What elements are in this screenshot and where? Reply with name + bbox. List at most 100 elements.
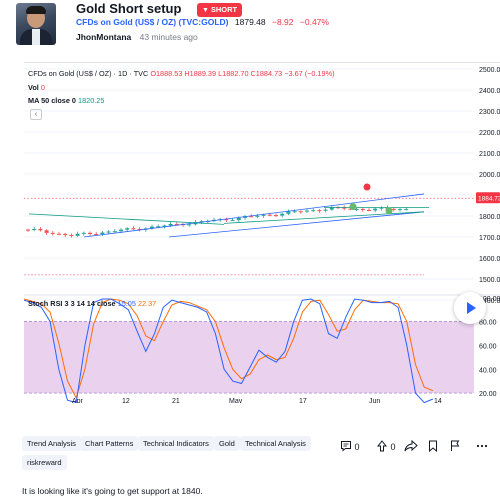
stoch-pane bbox=[24, 294, 500, 403]
author-name[interactable]: JhonMontana bbox=[76, 32, 132, 42]
bookmark-icon bbox=[429, 440, 437, 453]
tag-technical-analysis[interactable]: Technical Analysis bbox=[240, 436, 311, 451]
candle-body bbox=[50, 232, 55, 234]
candles bbox=[26, 205, 409, 238]
comments-button[interactable]: 0 bbox=[340, 440, 360, 452]
symbol-change-pct: −0.47% bbox=[299, 17, 329, 27]
candle-body bbox=[255, 215, 260, 217]
candle-body bbox=[88, 232, 92, 234]
stoch-axis-label: 20.00 bbox=[479, 391, 497, 398]
share-icon bbox=[404, 439, 418, 452]
idea-description: It is looking like it's going to get sup… bbox=[22, 486, 203, 496]
candle-body bbox=[379, 207, 384, 209]
candle-body bbox=[311, 210, 316, 212]
legend-symbol: CFDs on Gold (US$ / OZ) · 1D · TVC bbox=[28, 69, 149, 78]
sell-marker bbox=[363, 183, 371, 191]
time-axis-label: Jun bbox=[369, 398, 380, 403]
candle-body bbox=[174, 223, 179, 225]
trendline-upper bbox=[83, 193, 425, 238]
stoch-axis-label: 60.00 bbox=[479, 343, 497, 350]
time-axis-label: 17 bbox=[299, 398, 307, 403]
candle-body bbox=[125, 228, 130, 230]
candle-body bbox=[323, 209, 328, 211]
candle-body bbox=[305, 210, 309, 212]
stoch-axis-label: 100.00 bbox=[479, 296, 500, 303]
flag-button[interactable] bbox=[450, 440, 460, 454]
candle-body bbox=[317, 210, 322, 212]
current-price-tag bbox=[476, 192, 500, 204]
candle-body bbox=[106, 231, 111, 233]
tag-technical-indicators[interactable]: Technical Indicators bbox=[138, 436, 214, 451]
candle-body bbox=[44, 230, 49, 233]
symbol-line: CFDs on Gold (US$ / OZ) (TVC:GOLD) 1879.… bbox=[76, 17, 329, 27]
candle-body bbox=[348, 208, 353, 210]
candle-body bbox=[81, 232, 86, 234]
tag-riskreward[interactable]: riskreward bbox=[22, 455, 67, 470]
candle-body bbox=[391, 208, 396, 210]
chart-area[interactable]: 2500.00 2400.00 2300.00 2200.00 2100.00 2000.… bbox=[24, 62, 500, 403]
tag-gold[interactable]: Gold bbox=[214, 436, 240, 451]
tag-trend-analysis[interactable]: Trend Analysis bbox=[22, 436, 81, 451]
play-icon[interactable] bbox=[454, 292, 486, 324]
stoch-legend: Stoch RSI 3 3 14 14 close 15.05 22.37 bbox=[28, 299, 156, 308]
ma-value: 1820.25 bbox=[78, 96, 105, 105]
candle-body bbox=[131, 228, 136, 230]
candle-body bbox=[156, 226, 161, 228]
candle-body bbox=[100, 232, 105, 235]
tag-chart-patterns[interactable]: Chart Patterns bbox=[80, 436, 139, 451]
stoch-label: Stoch RSI 3 3 14 14 close bbox=[28, 299, 116, 308]
more-button[interactable] bbox=[476, 440, 488, 454]
candle-body bbox=[367, 209, 371, 211]
candle-body bbox=[38, 228, 43, 231]
candle-body bbox=[187, 224, 192, 226]
ma-label: MA 50 close 0 bbox=[28, 96, 76, 105]
candle-body bbox=[249, 216, 254, 218]
buy-marker bbox=[349, 203, 357, 211]
candle-body bbox=[298, 211, 303, 213]
candle-body bbox=[292, 211, 297, 213]
boost-count: 0 bbox=[390, 442, 396, 452]
candle-body bbox=[373, 208, 378, 211]
time-axis-label: 14 bbox=[434, 398, 442, 403]
candle-body bbox=[162, 225, 167, 227]
price-grid bbox=[24, 68, 474, 301]
candle-body bbox=[150, 226, 154, 229]
candle-body bbox=[94, 233, 99, 235]
avatar-hair bbox=[26, 6, 46, 14]
symbol-change: −8.92 bbox=[272, 17, 294, 27]
candle-body bbox=[354, 208, 359, 210]
candle-body bbox=[230, 220, 235, 222]
candle-body bbox=[280, 213, 285, 216]
axes: 2500.00 2400.00 2300.00 2200.00 2100.00 2000.… bbox=[72, 67, 500, 403]
bookmark-button[interactable] bbox=[428, 440, 438, 454]
volume-legend: Vol 0 bbox=[28, 83, 45, 92]
price-axis-label: 2300.00 bbox=[479, 109, 500, 116]
short-badge: ▼ SHORT bbox=[197, 3, 243, 17]
short-badge-label: SHORT bbox=[210, 5, 238, 14]
candle-body bbox=[32, 228, 37, 230]
candle-body bbox=[75, 233, 80, 236]
chart-legend: CFDs on Gold (US$ / OZ) · 1D · TVC O1888… bbox=[28, 69, 335, 78]
candle-body bbox=[112, 231, 117, 233]
price-axis-label: 2000.00 bbox=[479, 172, 500, 179]
candle-body bbox=[274, 215, 278, 217]
symbol-link[interactable]: CFDs on Gold (US$ / OZ) (TVC:GOLD) bbox=[76, 17, 229, 27]
candle-body bbox=[243, 216, 247, 218]
stoch-axis-label: 80.00 bbox=[479, 320, 497, 327]
candle-body bbox=[57, 233, 61, 235]
price-axis-label: 1700.00 bbox=[479, 235, 500, 242]
volume-value: 0 bbox=[40, 83, 45, 92]
stoch-axis-label: 40.00 bbox=[479, 367, 497, 374]
time-axis-label: May bbox=[229, 398, 243, 403]
symbol-price: 1879.48 bbox=[234, 17, 266, 27]
price-axis-label: 2500.00 bbox=[479, 67, 500, 74]
ma-legend: MA 50 close 0 1820.25 bbox=[28, 96, 104, 105]
candle-body bbox=[329, 207, 334, 210]
volume-label: Vol bbox=[28, 83, 39, 92]
author-avatar[interactable] bbox=[16, 3, 56, 45]
price-axis-label: 1400.00 bbox=[479, 298, 500, 305]
boost-button[interactable]: 0 bbox=[376, 440, 396, 452]
time-axis-label: 12 bbox=[122, 398, 130, 403]
legend-collapse-icon[interactable]: ‹ bbox=[30, 109, 42, 120]
share-button[interactable] bbox=[404, 439, 418, 454]
